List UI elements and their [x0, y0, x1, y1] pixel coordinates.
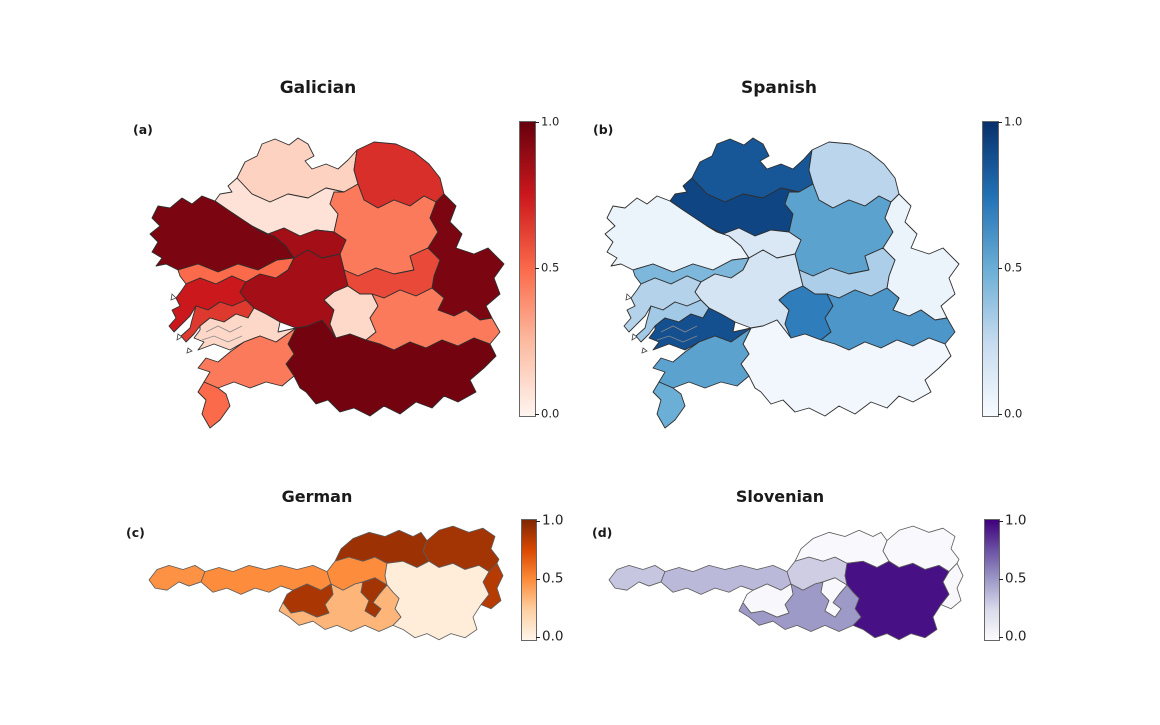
colorbar-tick-label: 0.5 [541, 260, 560, 275]
colorbar-german [521, 519, 537, 641]
colorbar-tick-label: 0.0 [1004, 406, 1023, 421]
ria-inlet-line [201, 335, 243, 343]
colorbar-spanish [982, 121, 999, 417]
map-region-vorarlberg [148, 564, 206, 591]
colorbar-tick-label: 0.5 [1005, 570, 1027, 587]
map-region-vorarlberg [608, 564, 666, 591]
colorbar-tick [535, 122, 539, 124]
island-icon [186, 347, 193, 354]
choropleth-map-galicia-galician [149, 137, 505, 429]
map-region-r14 [197, 381, 231, 429]
colorbar-tick-label: 1.0 [542, 512, 564, 529]
colorbar-tick [998, 268, 1002, 270]
choropleth-map-austria-slovenian [608, 525, 964, 641]
colorbar-tick [536, 637, 540, 639]
colorbar-tick-label: 1.0 [1004, 114, 1023, 129]
map-region-styria [384, 560, 490, 641]
panel-a-label: (a) [133, 122, 153, 137]
ria-inlet-line [660, 325, 698, 333]
map-region-tongue_b [820, 577, 848, 618]
choropleth-map-austria-german [148, 525, 504, 641]
map-region-r18 [285, 319, 497, 417]
colorbar-tick [535, 414, 539, 416]
panel-b-title: Spanish [740, 78, 818, 98]
island-icon [625, 293, 632, 301]
island-icon [170, 293, 177, 301]
ria-inlet-line [205, 325, 243, 333]
island-icon [176, 333, 183, 341]
colorbar-tick-label: 0.5 [1004, 260, 1023, 275]
panel-d-label: (d) [592, 525, 613, 540]
panel-c-label: (c) [126, 525, 145, 540]
colorbar-tick-label: 0.0 [1005, 628, 1027, 645]
colorbar-tick-label: 0.0 [542, 628, 564, 645]
ria-inlet-line [656, 335, 698, 343]
island-icon [641, 347, 648, 354]
panel-d-title: Slovenian [735, 487, 825, 506]
colorbar-tick [536, 579, 540, 581]
colorbar-tick [999, 521, 1003, 523]
panel-c-title: German [281, 487, 353, 506]
map-region-styria [844, 560, 950, 641]
panel-b-label: (b) [593, 122, 614, 137]
map-region-tongue_b [360, 577, 388, 618]
colorbar-tick [535, 268, 539, 270]
colorbar-tick [999, 637, 1003, 639]
colorbar-slovenian [984, 519, 1000, 641]
colorbar-tick-label: 0.5 [542, 570, 564, 587]
colorbar-tick [998, 122, 1002, 124]
colorbar-galician [519, 121, 536, 417]
map-region-r18 [740, 319, 952, 417]
map-region-enclave_a [282, 583, 334, 618]
island-icon [631, 333, 638, 341]
map-region-r3 [353, 141, 445, 209]
colorbar-tick-label: 1.0 [1005, 512, 1027, 529]
colorbar-tick [998, 414, 1002, 416]
colorbar-tick [536, 521, 540, 523]
panel-a-title: Galician [279, 78, 357, 98]
colorbar-tick [999, 579, 1003, 581]
map-region-r16 [798, 247, 896, 299]
map-region-r14 [652, 381, 686, 429]
map-region-r16 [343, 247, 441, 299]
map-region-r3 [808, 141, 900, 209]
colorbar-tick-label: 0.0 [541, 406, 560, 421]
colorbar-tick-label: 1.0 [541, 114, 560, 129]
choropleth-map-galicia-spanish [604, 137, 960, 429]
map-region-enclave_a [742, 583, 794, 618]
